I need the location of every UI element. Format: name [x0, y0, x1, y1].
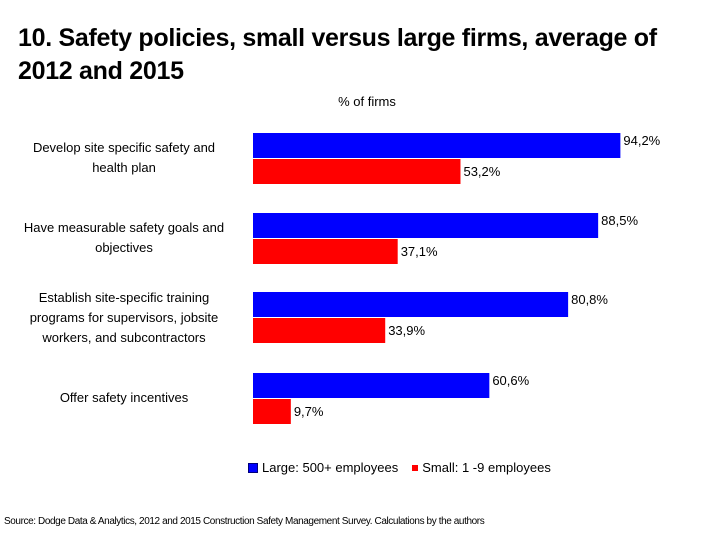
data-label-large: 94,2% [623, 133, 660, 148]
bar-small [253, 318, 386, 343]
bar-large [253, 292, 569, 317]
data-label-small: 37,1% [401, 244, 438, 259]
bar-small [253, 159, 461, 184]
category-label-line: objectives [95, 240, 153, 255]
category-label-line: workers, and subcontractors [42, 330, 206, 345]
legend-swatch-large [248, 462, 258, 473]
category-label-line: Have measurable safety goals and [23, 220, 225, 235]
data-label-small: 9,7% [294, 404, 324, 419]
data-label-small: 33,9% [388, 323, 425, 338]
chart-subtitle: % of firms [0, 94, 720, 109]
category-label: Develop site specific safety and health p… [8, 138, 240, 178]
bar-large [253, 373, 490, 398]
chart-title: 10. Safety policies, small versus large … [18, 24, 657, 85]
data-label-large: 88,5% [601, 213, 638, 228]
legend: Large: 500+ employees Small: 1 -9 employ… [248, 460, 565, 475]
legend-item-small: Small: 1 -9 employees [412, 460, 551, 475]
data-label-small: 53,2% [463, 164, 500, 179]
category-label-line: health plan [92, 160, 156, 175]
category-label-line: Offer safety incentives [59, 390, 189, 405]
bar-small [253, 239, 398, 264]
category-label-line: programs for supervisors, jobsite [29, 310, 219, 325]
bar-large [253, 133, 621, 158]
bar-large [253, 213, 599, 238]
data-label-large: 60,6% [492, 373, 529, 388]
data-label-large: 80,8% [571, 292, 608, 307]
source-note: Source: Dodge Data & Analytics, 2012 and… [4, 516, 485, 527]
category-label-line: Establish site-specific training [38, 290, 210, 305]
legend-label-large: Large: 500+ employees [262, 460, 399, 475]
category-label: Have measurable safety goals and objectiv… [8, 218, 240, 258]
legend-swatch-small [412, 464, 419, 471]
category-label: Offer safety incentives [8, 388, 240, 408]
category-label-line: Develop site specific safety and [32, 140, 216, 155]
legend-item-large: Large: 500+ employees [248, 460, 398, 475]
bar-small [253, 399, 291, 424]
legend-label-small: Small: 1 -9 employees [422, 460, 551, 475]
subtitle-text: % of firms [338, 94, 396, 109]
category-label: Establish site-specific training programs… [8, 288, 240, 348]
